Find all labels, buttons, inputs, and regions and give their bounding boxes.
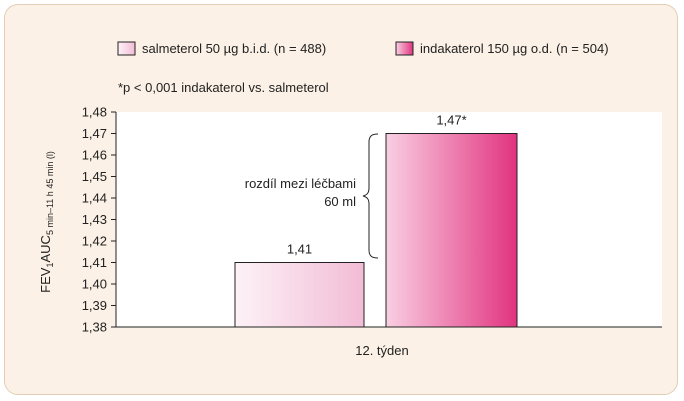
bar-salmeterol-value-label: 1,41 <box>287 242 312 257</box>
difference-bracket <box>362 133 379 259</box>
legend-swatch-indakaterol <box>395 41 414 56</box>
y-tick-label: 1,38 <box>82 320 107 335</box>
y-tick-label: 1,40 <box>82 277 107 292</box>
y-label-sub2: 5 min–11 h 45 min (l) <box>45 151 55 235</box>
bar-labels: 1,41 1,47* <box>287 113 467 257</box>
y-label-main: FEV <box>38 267 53 293</box>
y-tick-label: 1,48 <box>82 105 107 120</box>
y-label-main2: AUC <box>38 235 53 262</box>
y-tick-label: 1,46 <box>82 148 107 163</box>
legend-label-indakaterol: indakaterol 150 µg o.d. (n = 504) <box>420 41 609 56</box>
annotation-line1: rozdíl mezi léčbami <box>245 176 356 191</box>
y-tick-label: 1,42 <box>82 234 107 249</box>
x-category-label: 12. týden <box>355 343 409 358</box>
legend-label-salmeterol: salmeterol 50 µg b.i.d. (n = 488) <box>142 41 326 56</box>
y-axis-label: FEV1AUC5 min–11 h 45 min (l) <box>38 151 55 293</box>
legend-swatch-salmeterol <box>117 41 136 56</box>
y-tick-label: 1,47 <box>82 126 107 141</box>
annotation-line2: 60 ml <box>324 194 356 209</box>
bar-indakaterol <box>385 133 518 328</box>
y-tick-label: 1,43 <box>82 212 107 227</box>
y-axis: 1,38 1,39 1,40 1,41 1,42 1,43 1,44 1,45 1,46 1,47… <box>82 105 116 335</box>
y-tick-label: 1,39 <box>82 298 107 313</box>
y-tick-label: 1,44 <box>82 191 107 206</box>
footnote: *p < 0,001 indakaterol vs. salmeterol <box>118 80 329 95</box>
y-tick-label: 1,45 <box>82 169 107 184</box>
svg-text:FEV1AUC5 min–11 h 45 min (l): FEV1AUC5 min–11 h 45 min (l) <box>38 151 55 293</box>
y-label-sub1: 1 <box>45 263 55 268</box>
bar-salmeterol <box>234 262 365 328</box>
bars <box>234 133 518 328</box>
legend: salmeterol 50 µg b.i.d. (n = 488) indaka… <box>117 41 609 56</box>
bar-indakaterol-value-label: 1,47* <box>436 113 466 128</box>
y-tick-label: 1,41 <box>82 255 107 270</box>
